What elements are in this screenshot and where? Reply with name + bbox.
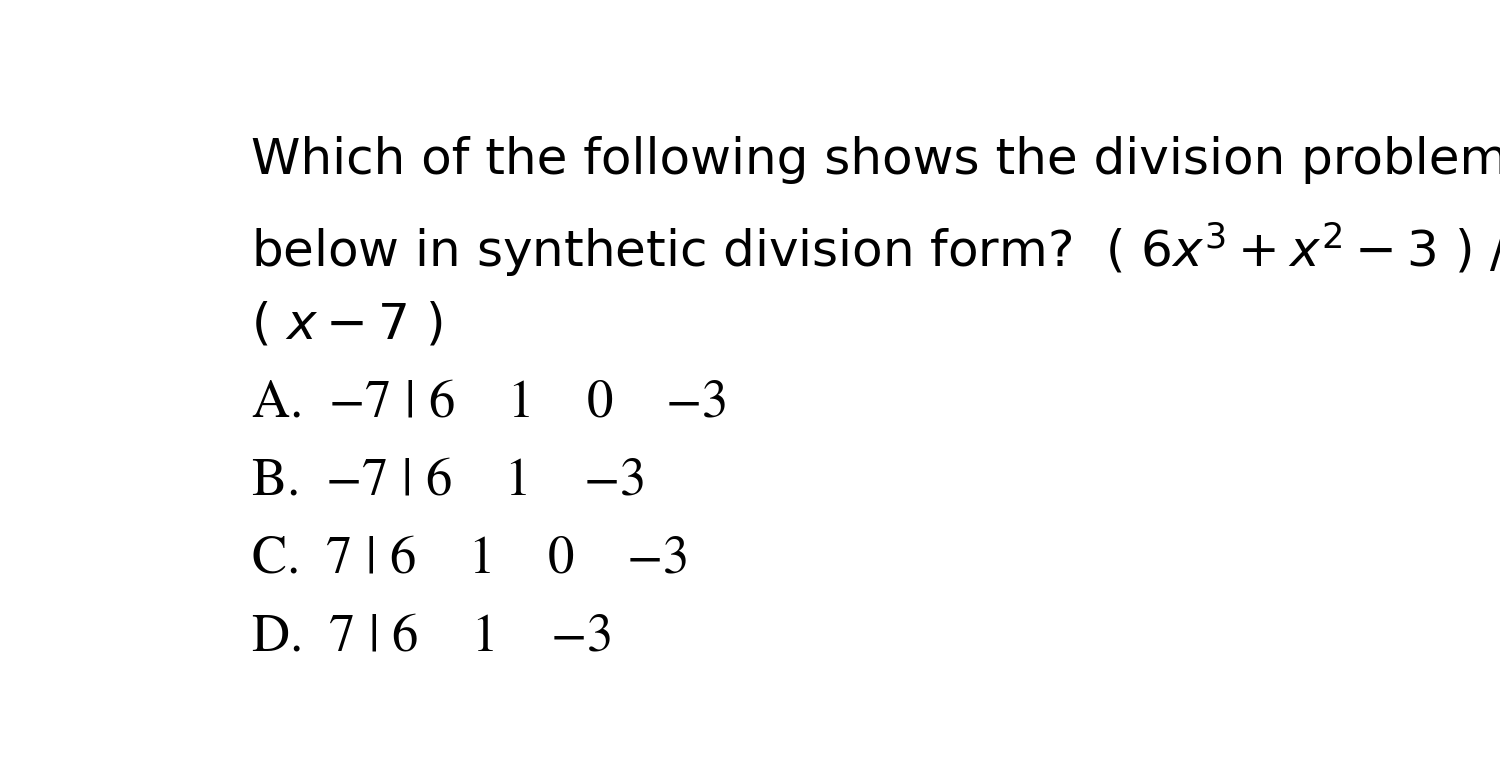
Text: below in synthetic division form?  ( $6x^3 + x^2 - 3$ ) /: below in synthetic division form? ( $6x^… — [252, 220, 1500, 278]
Text: A.  $-7$ | 6    1    0    $-3$: A. $-7$ | 6 1 0 $-3$ — [252, 379, 726, 428]
Text: Which of the following shows the division problem: Which of the following shows the divisio… — [252, 136, 1500, 183]
Text: B.  $-7$ | 6    1    $-3$: B. $-7$ | 6 1 $-3$ — [252, 457, 645, 506]
Text: ( $x - 7$ ): ( $x - 7$ ) — [252, 301, 442, 349]
Text: C.  7 | 6    1    0    $-3$: C. 7 | 6 1 0 $-3$ — [252, 535, 687, 584]
Text: D.  7 | 6    1    $-3$: D. 7 | 6 1 $-3$ — [252, 613, 612, 662]
